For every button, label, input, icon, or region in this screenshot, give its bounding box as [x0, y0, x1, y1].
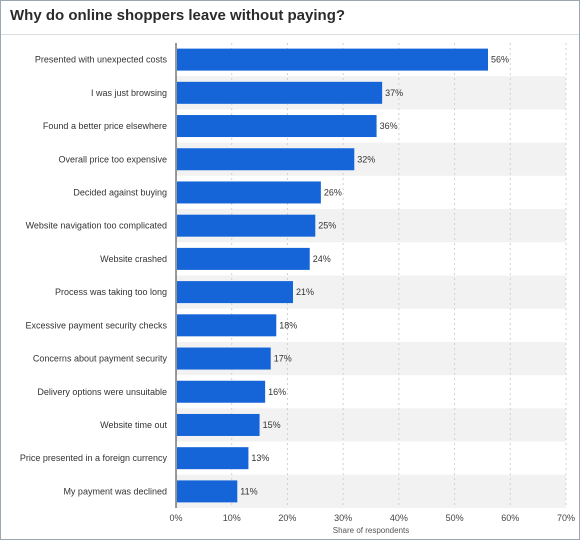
bar [177, 115, 377, 138]
value-label: 18% [279, 320, 297, 330]
bar [177, 148, 355, 171]
x-tick-label: 10% [223, 513, 241, 523]
category-label: Delivery options were unsuitable [37, 387, 167, 397]
x-tick-label: 30% [334, 513, 352, 523]
x-tick-label: 40% [390, 513, 408, 523]
value-label: 24% [313, 254, 331, 264]
value-label: 37% [385, 88, 403, 98]
category-label: Price presented in a foreign currency [20, 453, 168, 463]
bar [177, 447, 249, 470]
category-label: Website time out [100, 420, 167, 430]
value-label: 15% [263, 420, 281, 430]
category-label: My payment was declined [63, 486, 167, 496]
category-label: Process was taking too long [55, 287, 167, 297]
value-label: 56% [491, 55, 509, 65]
category-label: Presented with unexpected costs [35, 55, 168, 65]
bar [177, 314, 277, 337]
category-label: Excessive payment security checks [25, 320, 167, 330]
bar [177, 181, 321, 204]
bar [177, 480, 238, 503]
value-label: 11% [240, 486, 257, 496]
value-label: 17% [274, 354, 292, 364]
x-tick-label: 70% [557, 513, 575, 523]
value-label: 26% [324, 187, 342, 197]
value-label: 16% [268, 387, 286, 397]
bar [177, 413, 260, 436]
category-label: Decided against buying [73, 187, 167, 197]
x-axis-title: Share of respondents [333, 526, 410, 535]
category-label: Found a better price elsewhere [43, 121, 167, 131]
bar [177, 81, 383, 104]
value-label: 32% [357, 154, 375, 164]
x-tick-label: 50% [446, 513, 464, 523]
x-tick-label: 0% [169, 513, 182, 523]
value-label: 13% [251, 453, 269, 463]
value-label: 36% [380, 121, 398, 131]
title-divider [1, 34, 579, 35]
category-label: I was just browsing [91, 88, 167, 98]
category-label: Overall price too expensive [58, 154, 167, 164]
x-tick-label: 20% [278, 513, 296, 523]
category-label: Concerns about payment security [33, 354, 168, 364]
bar [177, 48, 488, 71]
value-label: 25% [318, 221, 336, 231]
bar [177, 214, 316, 237]
chart-title: Why do online shoppers leave without pay… [10, 7, 346, 24]
bar [177, 247, 310, 270]
row-band [176, 474, 566, 508]
category-label: Website crashed [100, 254, 167, 264]
bar [177, 281, 293, 304]
x-tick-label: 60% [501, 513, 519, 523]
bar [177, 347, 271, 370]
category-label: Website navigation too complicated [26, 221, 167, 231]
bar [177, 380, 266, 403]
value-label: 21% [296, 287, 314, 297]
